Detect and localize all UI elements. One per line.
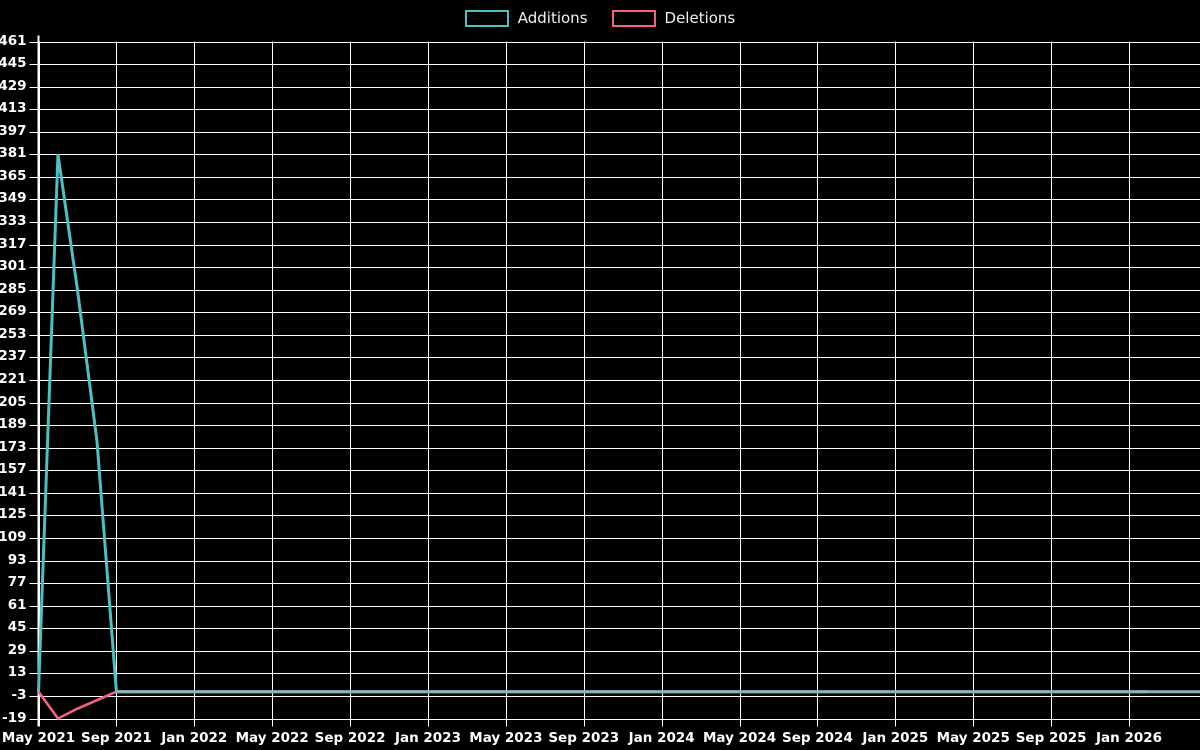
series-line-deletions bbox=[37, 690, 1149, 721]
legend-item-additions[interactable]: Additions bbox=[464, 9, 588, 27]
gridlines bbox=[38, 41, 1200, 721]
legend-label-additions: Additions bbox=[517, 9, 588, 27]
series-lines bbox=[37, 154, 1200, 721]
axis-lines bbox=[29, 35, 1131, 727]
chart-legend: Additions Deletions bbox=[0, 0, 1200, 36]
legend-swatch-additions-icon bbox=[464, 9, 509, 27]
legend-label-deletions: Deletions bbox=[664, 9, 736, 27]
series-line-additions bbox=[37, 154, 1149, 694]
legend-swatch-deletions-icon bbox=[611, 9, 656, 27]
legend-item-deletions[interactable]: Deletions bbox=[611, 9, 736, 27]
